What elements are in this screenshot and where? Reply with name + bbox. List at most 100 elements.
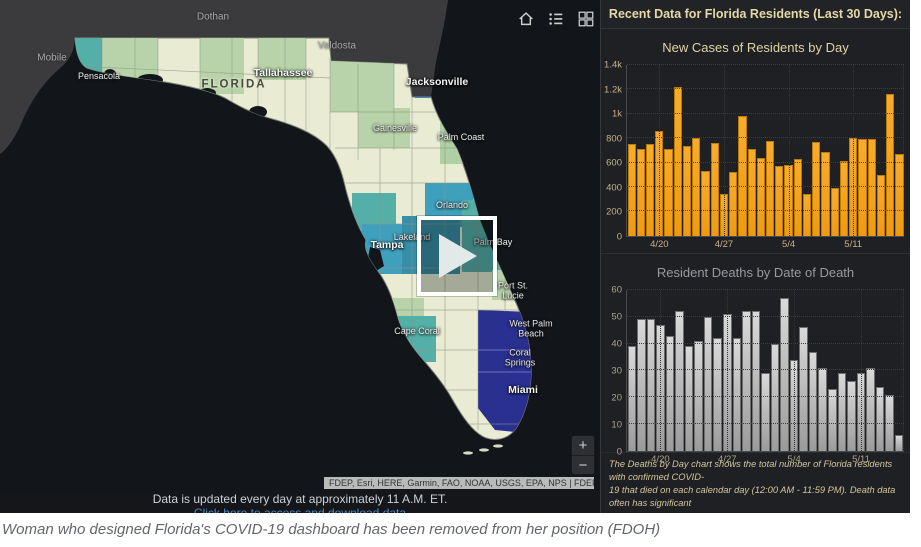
florida-county-map[interactable] [0, 0, 600, 490]
bar [627, 144, 636, 236]
bar [684, 346, 694, 451]
video-play-button[interactable] [417, 216, 497, 296]
bar [713, 338, 722, 451]
x-tick-label: 4/27 [718, 453, 737, 465]
bar [866, 367, 875, 451]
bar [627, 346, 637, 451]
bar [656, 324, 665, 451]
home-icon [519, 12, 533, 26]
zoom-in-button[interactable]: + [572, 436, 594, 456]
legend-button[interactable] [546, 9, 566, 29]
x-tick-label: 4/20 [651, 453, 670, 465]
x-tick-label: 5/4 [781, 238, 796, 250]
bar [839, 160, 849, 236]
h-gridline [627, 161, 904, 163]
cases-chart-title: New Cases of Residents by Day [662, 40, 849, 55]
bar [830, 188, 839, 236]
grid-icon [578, 11, 594, 27]
y-tick-label: 200 [606, 206, 622, 218]
y-tick-label: 20 [611, 392, 622, 404]
y-tick-label: 800 [606, 133, 622, 145]
deaths-footnote: The Deaths by Day chart shows the total … [601, 451, 910, 513]
bar [742, 311, 751, 451]
y-tick-label: 600 [606, 157, 622, 169]
x-tick-label: 5/11 [852, 453, 870, 465]
v-gridline [853, 65, 855, 236]
footnote-line1: The Deaths by Day chart shows the total … [609, 458, 893, 482]
panel-header: Recent Data for Florida Residents (Last … [601, 0, 910, 29]
bar [673, 86, 682, 236]
bar [738, 115, 747, 236]
deaths-chart-title: Resident Deaths by Date of Death [656, 264, 855, 280]
bar [694, 340, 703, 451]
map-toolbar [516, 9, 596, 29]
y-tick-label: 0 [616, 446, 622, 458]
bar [722, 314, 732, 451]
bar [701, 171, 710, 236]
basemap-button[interactable] [576, 9, 596, 29]
bar [827, 389, 837, 451]
footnote-line2: 19 that died on each calendar day (12:00… [609, 484, 896, 508]
y-tick-label: 0 [616, 231, 622, 243]
bar [664, 149, 673, 236]
bar [885, 394, 894, 451]
x-tick-label: 5/4 [787, 453, 801, 465]
y-tick-label: 50 [611, 311, 622, 323]
bar [770, 343, 780, 451]
bar [637, 319, 646, 451]
x-tick-label: 5/11 [844, 238, 863, 250]
h-gridline [627, 423, 904, 425]
bar [894, 434, 904, 451]
bar [802, 193, 812, 236]
bar [799, 327, 808, 451]
covid-dashboard: Dothan Mobile Valdosta Pensacola Tallahassee… [0, 0, 910, 513]
cases-plot-area: 4/20 4/27 5/4 5/11 [626, 64, 904, 250]
bar [761, 373, 770, 451]
bar [751, 311, 761, 451]
bar [729, 172, 738, 236]
map-section[interactable]: Dothan Mobile Valdosta Pensacola Tallahassee… [0, 0, 600, 513]
bar [858, 138, 867, 236]
bar [867, 138, 876, 236]
update-schedule-text: Data is updated every day at approximate… [152, 492, 448, 506]
x-tick-label: 4/20 [650, 238, 669, 250]
y-tick-label: 10 [611, 419, 622, 431]
bar [646, 319, 656, 451]
deaths-y-axis: 0 10 20 30 40 50 60 [601, 284, 626, 457]
bar [732, 338, 742, 451]
y-tick-label: 40 [611, 338, 622, 350]
bar [710, 142, 719, 236]
bar [856, 373, 866, 451]
h-gridline [627, 137, 904, 139]
bar [789, 359, 799, 451]
zoom-out-button[interactable]: − [578, 457, 588, 474]
cases-bar-chart: 0 200 400 600 800 1k 1.2k 1.4k 4/20 4/27 5/4 5/11 [601, 60, 910, 250]
h-gridline [627, 186, 904, 188]
v-gridline [723, 65, 725, 236]
h-gridline [627, 64, 904, 65]
h-gridline [627, 288, 904, 290]
h-gridline [627, 396, 904, 398]
image-caption: Woman who designed Florida's COVID-19 da… [2, 521, 661, 538]
bar [895, 154, 904, 236]
v-gridline [659, 65, 661, 236]
h-gridline [627, 112, 904, 114]
map-attribution: FDEP, Esri, HERE, Garmin, FAO, NOAA, USG… [324, 477, 594, 489]
y-tick-label: 30 [611, 365, 622, 377]
bar [756, 158, 766, 236]
bar [703, 316, 713, 451]
bar [775, 165, 784, 236]
home-button[interactable] [516, 9, 536, 29]
bar [821, 151, 830, 236]
h-gridline [627, 315, 904, 317]
bar [812, 141, 821, 236]
h-gridline [627, 88, 904, 90]
bar [876, 174, 886, 236]
y-tick-label: 1k [611, 108, 622, 120]
x-tick-label: 4/27 [714, 238, 734, 250]
list-icon [549, 13, 563, 25]
deaths-plot-area: 4/20 4/27 5/4 5/11 [626, 288, 904, 465]
download-data-link[interactable]: Click here to access and download data [193, 506, 407, 513]
h-gridline [627, 210, 904, 212]
